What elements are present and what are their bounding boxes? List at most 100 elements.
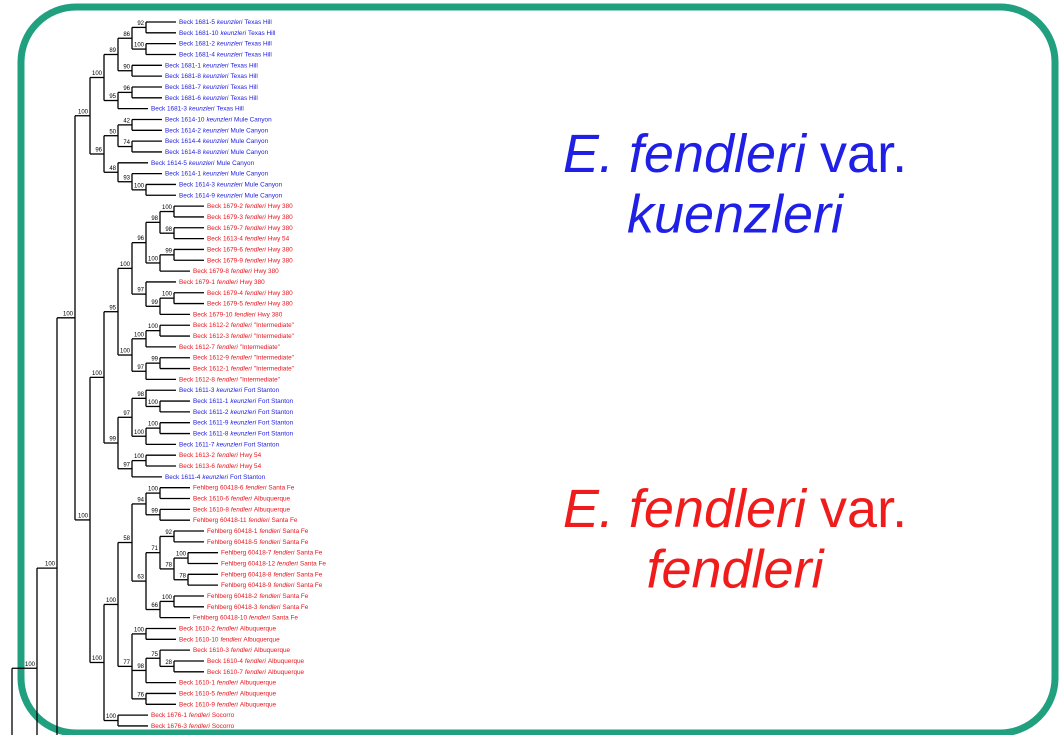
bootstrap-support: 50	[109, 129, 116, 135]
bootstrap-support: 96	[137, 236, 144, 242]
leaf-label: Beck 1681-1 keunzleri Texas Hill	[165, 62, 258, 69]
bootstrap-support: 100	[148, 257, 159, 263]
variety: fendleri	[273, 582, 295, 589]
specimen: Beck 1676-3	[151, 723, 187, 730]
variety: fendleri	[189, 723, 211, 730]
leaf-label: Beck 1610-10 fendleri Albuquerque	[179, 636, 280, 643]
locality: Albuquerque	[268, 658, 305, 665]
locality: Albuquerque	[240, 625, 277, 632]
specimen: Beck 1679-9	[207, 257, 243, 264]
specimen: Beck 1681-1	[165, 62, 201, 69]
bootstrap-support: 98	[165, 227, 172, 233]
specimen: Beck 1681-3	[151, 105, 187, 112]
leaf-label: Fehlberg 60418-9 fendleri Santa Fe	[221, 582, 323, 589]
bootstrap-support: 98	[137, 392, 144, 398]
bootstrap-support: 78	[179, 573, 186, 579]
leaf-label: Beck 1611-3 keunzleri Fort Stanton	[179, 387, 280, 394]
specimen: Fehlberg 60418-5	[207, 539, 258, 546]
leaf-label: Beck 1611-2 keunzleri Fort Stanton	[193, 409, 294, 416]
bootstrap-support: 100	[148, 487, 159, 493]
specimen: Beck 1610-3	[193, 647, 229, 654]
specimen: Fehlberg 60418-6	[193, 484, 244, 491]
locality: Texas Hill	[230, 84, 257, 91]
locality: Fort Stanton	[244, 441, 280, 448]
specimen: Beck 1612-9	[193, 354, 229, 361]
bootstrap-support: 100	[92, 371, 103, 377]
specimen: Beck 1612-8	[179, 376, 215, 383]
leaf-label: Beck 1676-3 fendleri Socorro	[151, 723, 235, 730]
bootstrap-support: 94	[137, 498, 144, 504]
variety: fendleri	[217, 701, 239, 708]
variety: fendleri	[217, 625, 239, 632]
locality: Hwy 380	[268, 289, 293, 296]
bootstrap-support: 63	[137, 575, 144, 581]
variety: keunzleri	[230, 398, 256, 405]
specimen: Fehlberg 60418-11	[193, 517, 247, 524]
variety: keunzleri	[206, 116, 232, 123]
specimen: Beck 1679-5	[207, 300, 243, 307]
specimen: Beck 1612-2	[193, 322, 229, 329]
leaf-label: Beck 1610-1 fendleri Albuquerque	[179, 679, 277, 686]
leaf-label: Beck 1676-1 fendleri Socorro	[151, 712, 235, 719]
locality: Socorro	[212, 723, 235, 730]
locality: Santa Fe	[282, 604, 308, 611]
variety: fendleri	[217, 279, 239, 286]
variety: keunzleri	[203, 84, 229, 91]
leaf-label: Beck 1679-8 fendleri Hwy 380	[193, 268, 279, 275]
frame	[17, 3, 1059, 735]
locality: Santa Fe	[282, 593, 308, 600]
bootstrap-support: 66	[151, 603, 158, 609]
variety: fendleri	[231, 354, 253, 361]
specimen: Beck 1679-3	[207, 214, 243, 221]
variety: fendleri	[245, 668, 267, 675]
specimen: Beck 1611-8	[193, 430, 229, 437]
leaf-label: Beck 1611-8 keunzleri Fort Stanton	[193, 430, 294, 437]
variety: fendleri	[259, 539, 281, 546]
rank: var.	[820, 124, 907, 184]
bootstrap-support: 100	[92, 656, 103, 662]
bootstrap-support: 99	[109, 437, 116, 443]
locality: Santa Fe	[282, 539, 308, 546]
bootstrap-support: 90	[123, 64, 130, 70]
variety: keunzleri	[217, 192, 243, 199]
variety: fendleri	[231, 322, 253, 329]
locality: Mule Canyon	[244, 181, 282, 188]
variety: keunzleri	[203, 149, 229, 156]
locality: Mule Canyon	[244, 192, 282, 199]
bootstrap-support: 100	[148, 324, 159, 330]
specimen: Beck 1610-9	[179, 701, 215, 708]
leaf-label: Beck 1610-7 fendleri Albuquerque	[207, 668, 305, 675]
variety: keunzleri	[203, 73, 229, 80]
variety: keunzleri	[189, 159, 215, 166]
locality: Mule Canyon	[230, 149, 268, 156]
specimen: Fehlberg 60418-8	[221, 571, 272, 578]
bootstrap-support: 99	[151, 508, 158, 514]
locality: Hwy 380	[268, 300, 293, 307]
bootstrap-support: 100	[162, 595, 173, 601]
leaf-label: Beck 1679-9 fendleri Hwy 380	[207, 257, 293, 264]
specimen: Beck 1681-6	[165, 94, 201, 101]
variety: keunzleri	[230, 430, 256, 437]
leaf-label: Beck 1610-4 fendleri Albuquerque	[207, 658, 305, 665]
variety: keunzleri	[202, 474, 228, 481]
leaf-label: Fehlberg 60418-12 fendleri Santa Fe	[221, 560, 326, 567]
bootstrap-support: 48	[109, 166, 116, 172]
bootstrap-support: 100	[25, 662, 36, 668]
variety-heading-line1: E. fendleri var.	[563, 479, 907, 539]
variety: fendleri	[245, 203, 267, 210]
specimen: Beck 1681-2	[179, 40, 215, 47]
bootstrap-support: 75	[151, 652, 158, 658]
variety: fendleri	[189, 712, 211, 719]
variety: keunzleri	[217, 181, 243, 188]
leaf-label: Beck 1612-2 fendleri "Intermediate"	[193, 322, 294, 329]
specimen: Beck 1614-3	[179, 181, 215, 188]
variety: keunzleri	[189, 105, 215, 112]
variety: fendleri	[217, 690, 239, 697]
bootstrap-support: 99	[151, 357, 158, 363]
leaf-label: Beck 1614-8 keunzleri Mule Canyon	[165, 149, 269, 156]
specimen: Beck 1610-8	[193, 506, 229, 513]
locality: Texas Hill	[244, 19, 271, 26]
locality: Albuquerque	[240, 679, 277, 686]
bootstrap-support: 58	[123, 536, 130, 542]
variety: keunzleri	[230, 409, 256, 416]
